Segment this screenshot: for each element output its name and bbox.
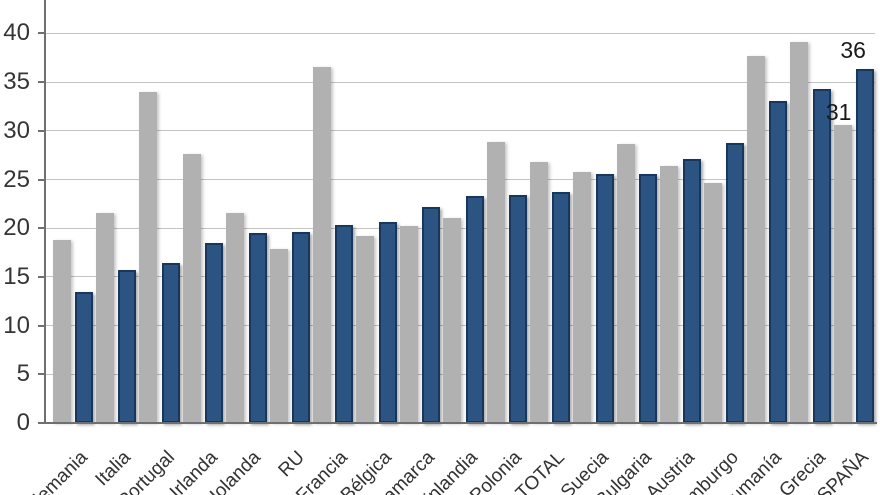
bar-blue-irlanda bbox=[205, 242, 224, 423]
bar-gray-suecia bbox=[573, 171, 592, 423]
y-tick-label: 5 bbox=[16, 360, 30, 388]
bar-gray-bulgaria bbox=[616, 144, 635, 423]
bar-blue-grecia bbox=[812, 88, 831, 423]
bar-gray-grecia bbox=[790, 42, 809, 423]
y-tick-label: 25 bbox=[3, 165, 30, 193]
bar-blue-austria bbox=[682, 159, 701, 423]
y-axis-tick bbox=[38, 422, 45, 424]
y-axis-tick bbox=[38, 227, 45, 230]
bar-blue-espana bbox=[856, 69, 875, 423]
bar-blue-luxemburgo bbox=[726, 143, 744, 423]
bar-gray-ru bbox=[269, 248, 288, 423]
y-axis-tick bbox=[38, 32, 45, 35]
y-tick-label: 0 bbox=[16, 409, 30, 436]
bar-gray-dinamarca bbox=[399, 226, 418, 423]
bar-blue-dinamarca bbox=[422, 206, 441, 423]
y-axis-tick bbox=[38, 324, 45, 327]
y-axis-tick bbox=[38, 81, 45, 84]
bar-gray-finlandia bbox=[443, 218, 462, 423]
y-tick-label: 15 bbox=[3, 262, 30, 290]
bar-blue-alemania bbox=[75, 292, 93, 423]
y-axis-tick bbox=[38, 129, 45, 132]
bar-gray-luxemburgo bbox=[703, 183, 722, 423]
data-label-espana-blue: 36 bbox=[840, 37, 866, 64]
gridline bbox=[46, 81, 875, 83]
bar-gray-total bbox=[529, 161, 548, 423]
y-axis-line bbox=[44, 0, 46, 424]
y-tick-label: 10 bbox=[3, 311, 30, 339]
bar-gray-portugal bbox=[139, 91, 158, 423]
y-tick-label: 40 bbox=[3, 19, 30, 47]
y-tick-label: 35 bbox=[3, 68, 30, 96]
y-axis-tick bbox=[38, 275, 45, 278]
bar-blue-suecia bbox=[595, 173, 614, 423]
gridline bbox=[46, 130, 875, 132]
bar-blue-rumania bbox=[769, 100, 788, 423]
bar-blue-holanda bbox=[248, 233, 267, 423]
bar-gray-rumania bbox=[746, 55, 765, 423]
bar-blue-francia bbox=[335, 225, 354, 423]
y-tick-label: 20 bbox=[3, 214, 30, 242]
bar-blue-belgica bbox=[378, 222, 397, 423]
bar-gray-belgica bbox=[356, 235, 375, 423]
gridline bbox=[46, 179, 875, 180]
data-label-espana-gray: 31 bbox=[825, 98, 852, 125]
bar-blue-bulgaria bbox=[639, 173, 658, 423]
x-axis-line bbox=[44, 422, 877, 424]
bar-gray-italia bbox=[95, 212, 114, 423]
bar-blue-ru bbox=[292, 232, 310, 423]
bar-gray-holanda bbox=[226, 212, 245, 423]
bar-gray-espana bbox=[833, 124, 852, 423]
y-axis-tick bbox=[38, 373, 45, 376]
bar-blue-finlandia bbox=[465, 196, 484, 423]
bar-blue-total bbox=[552, 192, 571, 423]
bar-gray-austria bbox=[660, 165, 679, 423]
y-tick-label: 30 bbox=[3, 116, 30, 144]
bar-gray-polonia bbox=[486, 141, 505, 423]
bar-blue-portugal bbox=[161, 263, 180, 423]
y-axis-tick bbox=[38, 178, 45, 181]
bar-gray-irlanda bbox=[182, 154, 201, 423]
bar-gray-francia bbox=[312, 67, 331, 423]
bar-blue-italia bbox=[118, 270, 137, 423]
gridline bbox=[46, 32, 875, 34]
bar-blue-polonia bbox=[509, 195, 527, 423]
bar-gray-alemania bbox=[52, 239, 71, 423]
